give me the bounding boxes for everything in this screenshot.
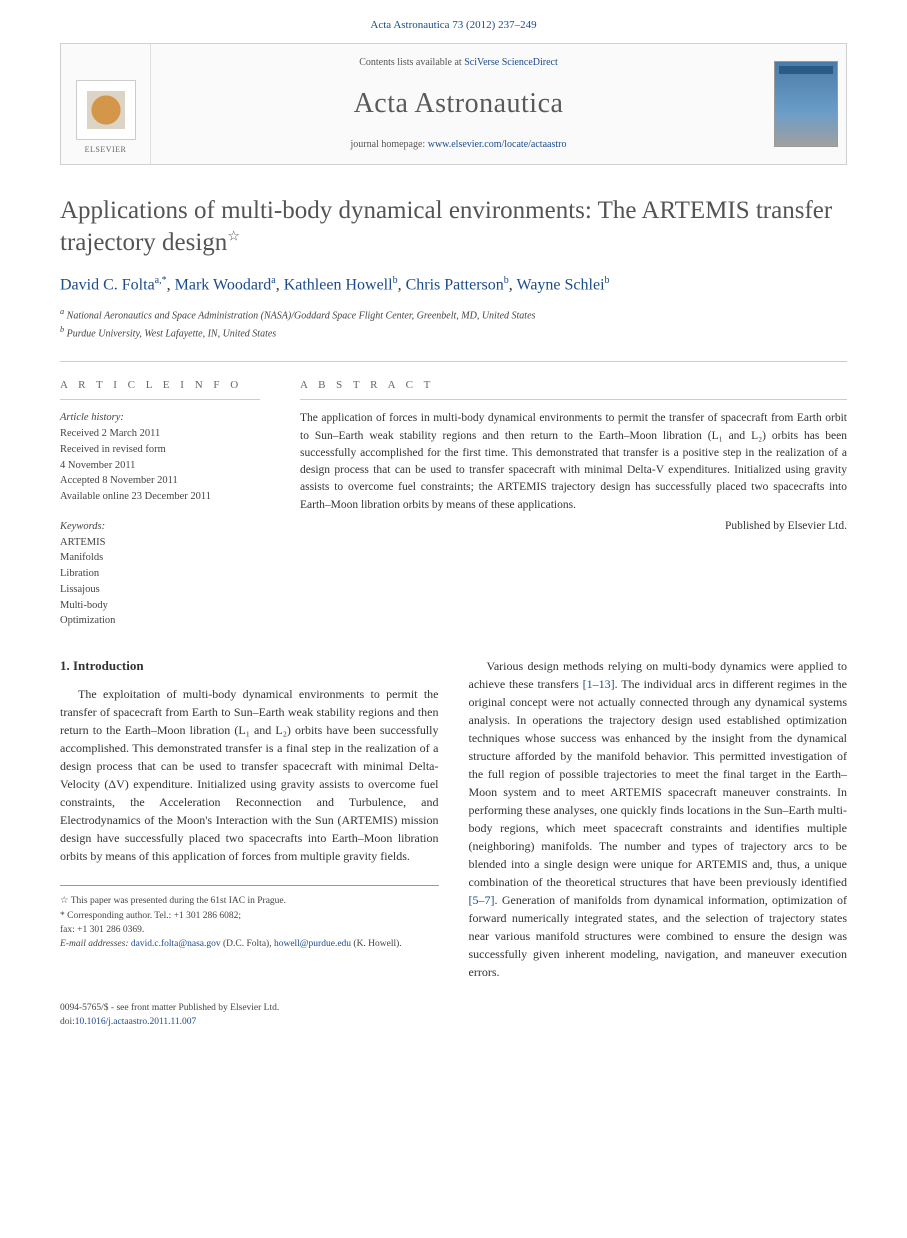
- email-name: (D.C. Folta),: [221, 939, 272, 949]
- homepage-prefix: journal homepage:: [351, 139, 428, 150]
- ref-link[interactable]: [1–13]: [583, 677, 615, 691]
- body-text-c: . Generation of manifolds from dynamical…: [469, 893, 848, 979]
- aff-sup: a: [60, 307, 64, 316]
- article-info-label: A R T I C L E I N F O: [60, 378, 260, 400]
- aff-sup: b: [60, 325, 64, 334]
- affiliations: a National Aeronautics and Space Adminis…: [60, 306, 847, 341]
- email-label: E-mail addresses:: [60, 939, 129, 949]
- footnote-emails: E-mail addresses: david.c.folta@nasa.gov…: [60, 937, 439, 951]
- keyword: Optimization: [60, 615, 115, 626]
- publisher-logo-box: ELSEVIER: [61, 44, 151, 163]
- doi-prefix: doi:: [60, 1017, 75, 1027]
- author-link[interactable]: Wayne Schlei: [517, 276, 605, 293]
- history-label: Article history:: [60, 412, 124, 423]
- author-link[interactable]: Kathleen Howell: [284, 276, 393, 293]
- article-history: Article history: Received 2 March 2011 R…: [60, 410, 260, 505]
- keywords-block: Keywords: ARTEMIS Manifolds Libration Li…: [60, 519, 260, 629]
- keyword: Multi-body: [60, 600, 108, 611]
- author-sup: a: [271, 275, 275, 286]
- footnote-star: ☆ This paper was presented during the 61…: [60, 894, 439, 908]
- author-sup: b: [393, 275, 398, 286]
- intro-heading: 1. Introduction: [60, 657, 439, 675]
- abstract-text: The application of forces in multi-body …: [300, 410, 847, 514]
- author-sup: b: [605, 275, 610, 286]
- footnote-fax: fax: +1 301 286 0369.: [60, 923, 439, 937]
- authors-line: David C. Foltaa,*, Mark Woodarda, Kathle…: [60, 274, 847, 297]
- author-link[interactable]: David C. Folta: [60, 276, 155, 293]
- title-text: Applications of multi-body dynamical env…: [60, 197, 832, 257]
- keyword: Libration: [60, 568, 99, 579]
- author-link[interactable]: Chris Patterson: [406, 276, 504, 293]
- body-text-b: . The individual arcs in different regim…: [469, 677, 848, 889]
- author-sup: a,*: [155, 275, 167, 286]
- email-name: (K. Howell).: [351, 939, 402, 949]
- footnotes: ☆ This paper was presented during the 61…: [60, 885, 439, 951]
- article-title: Applications of multi-body dynamical env…: [60, 195, 847, 260]
- affiliation: b Purdue University, West Lafayette, IN,…: [60, 324, 847, 341]
- abstract-col: A B S T R A C T The application of force…: [300, 378, 847, 629]
- article-info-col: A R T I C L E I N F O Article history: R…: [60, 378, 260, 629]
- header-citation: Acta Astronautica 73 (2012) 237–249: [0, 0, 907, 43]
- published-by: Published by Elsevier Ltd.: [300, 518, 847, 534]
- history-line: Received in revised form: [60, 444, 166, 455]
- history-line: Available online 23 December 2011: [60, 491, 211, 502]
- footnote-corr: * Corresponding author. Tel.: +1 301 286…: [60, 909, 439, 923]
- keyword: Lissajous: [60, 584, 100, 595]
- journal-name: Acta Astronautica: [161, 84, 756, 123]
- aff-text: National Aeronautics and Space Administr…: [67, 311, 536, 322]
- contents-line: Contents lists available at SciVerse Sci…: [161, 56, 756, 70]
- intro-paragraph: The exploitation of multi-body dynamical…: [60, 685, 439, 865]
- body-paragraph: Various design methods relying on multi-…: [469, 657, 848, 981]
- history-line: Received 2 March 2011: [60, 428, 160, 439]
- email-link[interactable]: david.c.folta@nasa.gov: [131, 939, 221, 949]
- author-link[interactable]: Mark Woodard: [175, 276, 272, 293]
- publisher-name: ELSEVIER: [85, 144, 127, 155]
- doi-link[interactable]: 10.1016/j.actaastro.2011.11.007: [75, 1017, 196, 1027]
- author-sup: b: [504, 275, 509, 286]
- email-link[interactable]: howell@purdue.edu: [274, 939, 351, 949]
- affiliation: a National Aeronautics and Space Adminis…: [60, 306, 847, 323]
- ref-link[interactable]: [5–7]: [469, 893, 495, 907]
- homepage-line: journal homepage: www.elsevier.com/locat…: [161, 138, 756, 152]
- journal-banner: ELSEVIER Contents lists available at Sci…: [60, 43, 847, 164]
- abstract-label: A B S T R A C T: [300, 378, 847, 400]
- title-star-icon: ☆: [227, 230, 240, 245]
- homepage-link[interactable]: www.elsevier.com/locate/actaastro: [428, 139, 567, 150]
- banner-center: Contents lists available at SciVerse Sci…: [151, 44, 766, 163]
- right-column: Various design methods relying on multi-…: [469, 657, 848, 981]
- keyword: Manifolds: [60, 552, 103, 563]
- cover-box: [766, 44, 846, 163]
- sciencedirect-link[interactable]: SciVerse ScienceDirect: [464, 57, 558, 68]
- aff-text: Purdue University, West Lafayette, IN, U…: [67, 328, 277, 339]
- history-line: Accepted 8 November 2011: [60, 475, 178, 486]
- info-abstract-row: A R T I C L E I N F O Article history: R…: [60, 361, 847, 629]
- left-column: 1. Introduction The exploitation of mult…: [60, 657, 439, 981]
- keywords-label: Keywords:: [60, 521, 105, 532]
- doi-line: doi:10.1016/j.actaastro.2011.11.007: [60, 1015, 847, 1029]
- history-line: 4 November 2011: [60, 460, 135, 471]
- body-columns: 1. Introduction The exploitation of mult…: [60, 657, 847, 981]
- copyright-block: 0094-5765/$ - see front matter Published…: [60, 1001, 847, 1030]
- copyright-line: 0094-5765/$ - see front matter Published…: [60, 1001, 847, 1015]
- contents-prefix: Contents lists available at: [359, 57, 464, 68]
- keyword: ARTEMIS: [60, 537, 105, 548]
- elsevier-tree-icon: [76, 80, 136, 140]
- journal-cover-icon: [774, 61, 838, 147]
